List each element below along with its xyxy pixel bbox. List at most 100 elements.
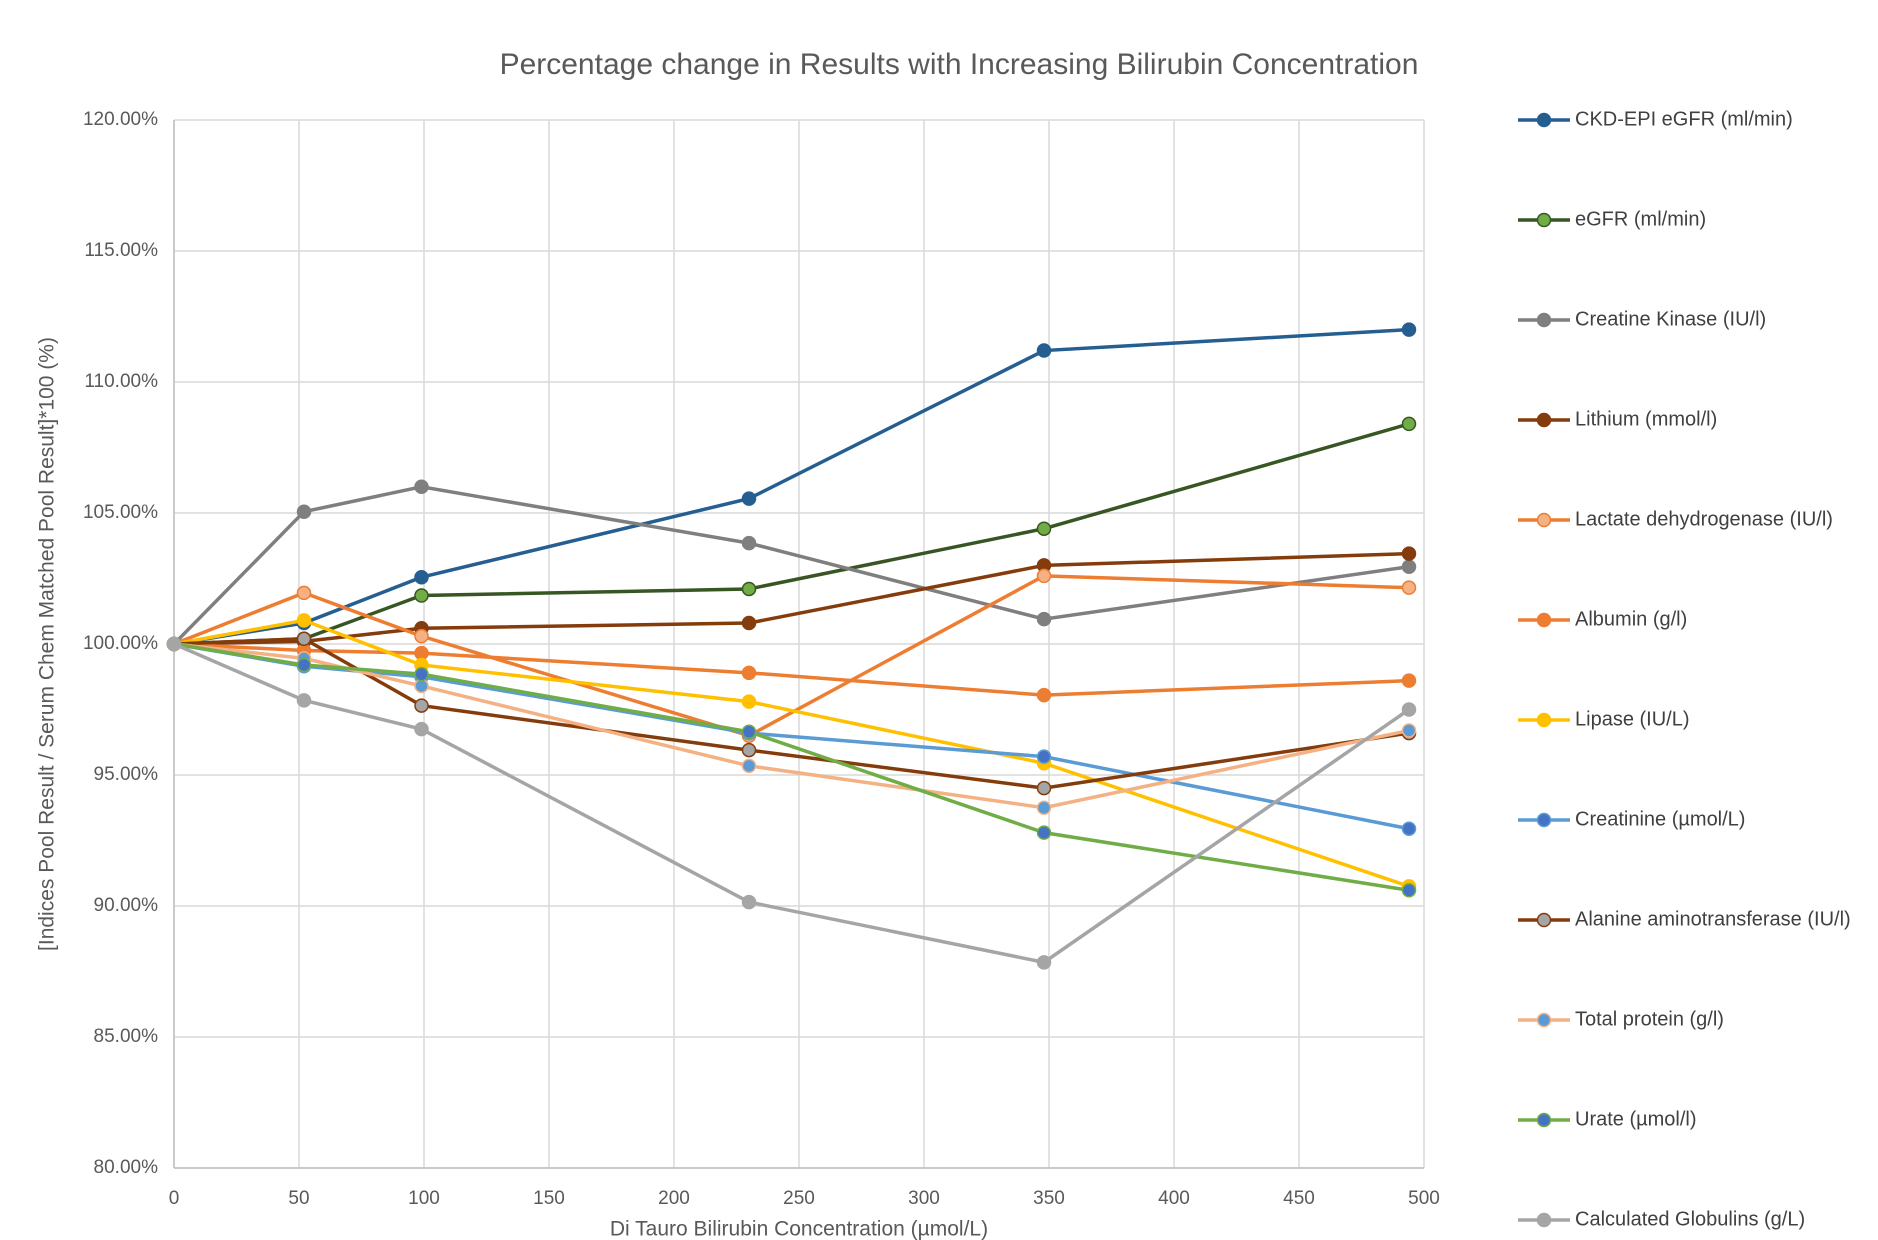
data-point <box>414 628 429 644</box>
y-tick-label: 120.00% <box>83 109 158 130</box>
data-point <box>414 721 429 737</box>
data-point <box>296 585 312 601</box>
data-point <box>1036 568 1052 584</box>
data-point <box>414 588 429 603</box>
data-point <box>741 535 757 551</box>
legend-text: Urate (µmol/l) <box>1575 1108 1697 1130</box>
data-point <box>741 491 757 506</box>
series-line <box>173 551 1410 646</box>
x-tick-label: 150 <box>533 1188 565 1209</box>
x-tick-label: 0 <box>169 1188 180 1209</box>
y-axis-title: [Indices Pool Result / Serum Chem Matche… <box>36 337 59 951</box>
data-point <box>741 694 757 709</box>
x-tick-label: 450 <box>1283 1188 1315 1209</box>
legend-marker <box>1536 812 1552 828</box>
x-tick-label: 50 <box>288 1188 309 1209</box>
legend-marker <box>1536 712 1552 728</box>
data-point <box>296 504 312 519</box>
legend-text: Total protein (g/l) <box>1575 1008 1724 1030</box>
legend-marker <box>1536 112 1552 128</box>
legend-text: Creatinine (µmol/L) <box>1575 808 1745 830</box>
x-tick-label: 500 <box>1408 1188 1440 1209</box>
data-point <box>1401 416 1417 432</box>
series <box>166 613 1417 894</box>
data-point <box>296 631 312 647</box>
legend-marker <box>1536 912 1552 928</box>
data-point <box>741 581 757 597</box>
series-line <box>173 327 1410 646</box>
chart-title: Percentage change in Results with Increa… <box>500 48 1419 81</box>
legend-text: Lipase (IU/L) <box>1575 708 1690 730</box>
legend-marker <box>1536 1212 1552 1228</box>
data-point <box>1036 825 1052 840</box>
legend-text: Lactate dehydrogenase (IU/l) <box>1575 508 1833 530</box>
y-tick-label: 110.00% <box>84 371 158 392</box>
data-point <box>1401 546 1417 561</box>
legend-text: Creatine Kinase (IU/l) <box>1575 308 1766 330</box>
y-tick-label: 90.00% <box>94 895 159 916</box>
data-point <box>1036 800 1052 815</box>
y-tick-label: 100.00% <box>83 633 158 654</box>
series-line <box>173 618 1410 889</box>
y-tick-label: 105.00% <box>83 502 158 523</box>
legend-marker <box>1536 612 1552 628</box>
series-line <box>173 642 1410 697</box>
y-tick-label: 95.00% <box>94 764 159 785</box>
data-point <box>414 569 429 585</box>
data-point <box>296 657 312 673</box>
data-point <box>166 636 182 652</box>
data-point <box>1036 611 1052 627</box>
x-tick-label: 400 <box>1158 1188 1190 1209</box>
data-point <box>414 698 429 713</box>
data-point <box>1401 723 1417 738</box>
data-point <box>414 666 429 682</box>
legend-marker <box>1536 512 1552 528</box>
legend-text: CKD-EPI eGFR (ml/min) <box>1575 108 1793 130</box>
series-line <box>172 485 1410 646</box>
series-line <box>173 636 1410 790</box>
legend-text: eGFR (ml/min) <box>1575 208 1706 230</box>
x-tick-label: 250 <box>783 1188 815 1209</box>
legend-text: Lithium (mmol/l) <box>1575 408 1717 430</box>
data-point <box>741 665 757 681</box>
legend-marker <box>1536 212 1552 228</box>
data-point <box>1036 521 1052 536</box>
series-line <box>173 642 1410 965</box>
data-point <box>296 613 312 628</box>
data-point <box>1036 780 1052 796</box>
data-point <box>1401 322 1417 337</box>
data-point <box>741 724 757 740</box>
series <box>166 546 1417 652</box>
x-tick-label: 200 <box>658 1188 690 1209</box>
data-point <box>1036 343 1052 358</box>
data-point <box>1401 883 1417 898</box>
data-point <box>1401 821 1417 836</box>
data-point <box>1401 580 1417 595</box>
series-line <box>173 422 1410 646</box>
data-point <box>1036 955 1052 970</box>
data-point <box>741 615 757 631</box>
series <box>166 322 1417 652</box>
legend-text: Alanine aminotransferase (IU/l) <box>1575 908 1851 930</box>
legend-marker <box>1536 412 1552 428</box>
series-line <box>173 574 1410 738</box>
series <box>166 636 1417 815</box>
data-point <box>1036 749 1052 764</box>
data-point <box>741 758 757 774</box>
data-point <box>741 894 757 910</box>
data-point <box>414 479 429 495</box>
data-point <box>1401 702 1417 717</box>
legend-marker <box>1536 1112 1552 1128</box>
x-tick-label: 100 <box>408 1188 440 1209</box>
series <box>166 636 1417 970</box>
legend-marker <box>1536 312 1552 328</box>
series-line <box>173 642 1410 893</box>
data-point <box>1401 673 1417 688</box>
data-point <box>1401 559 1417 574</box>
x-tick-label: 300 <box>908 1188 940 1209</box>
x-tick-label: 350 <box>1033 1188 1065 1209</box>
y-tick-label: 80.00% <box>94 1157 159 1178</box>
legend-marker <box>1536 1012 1552 1028</box>
